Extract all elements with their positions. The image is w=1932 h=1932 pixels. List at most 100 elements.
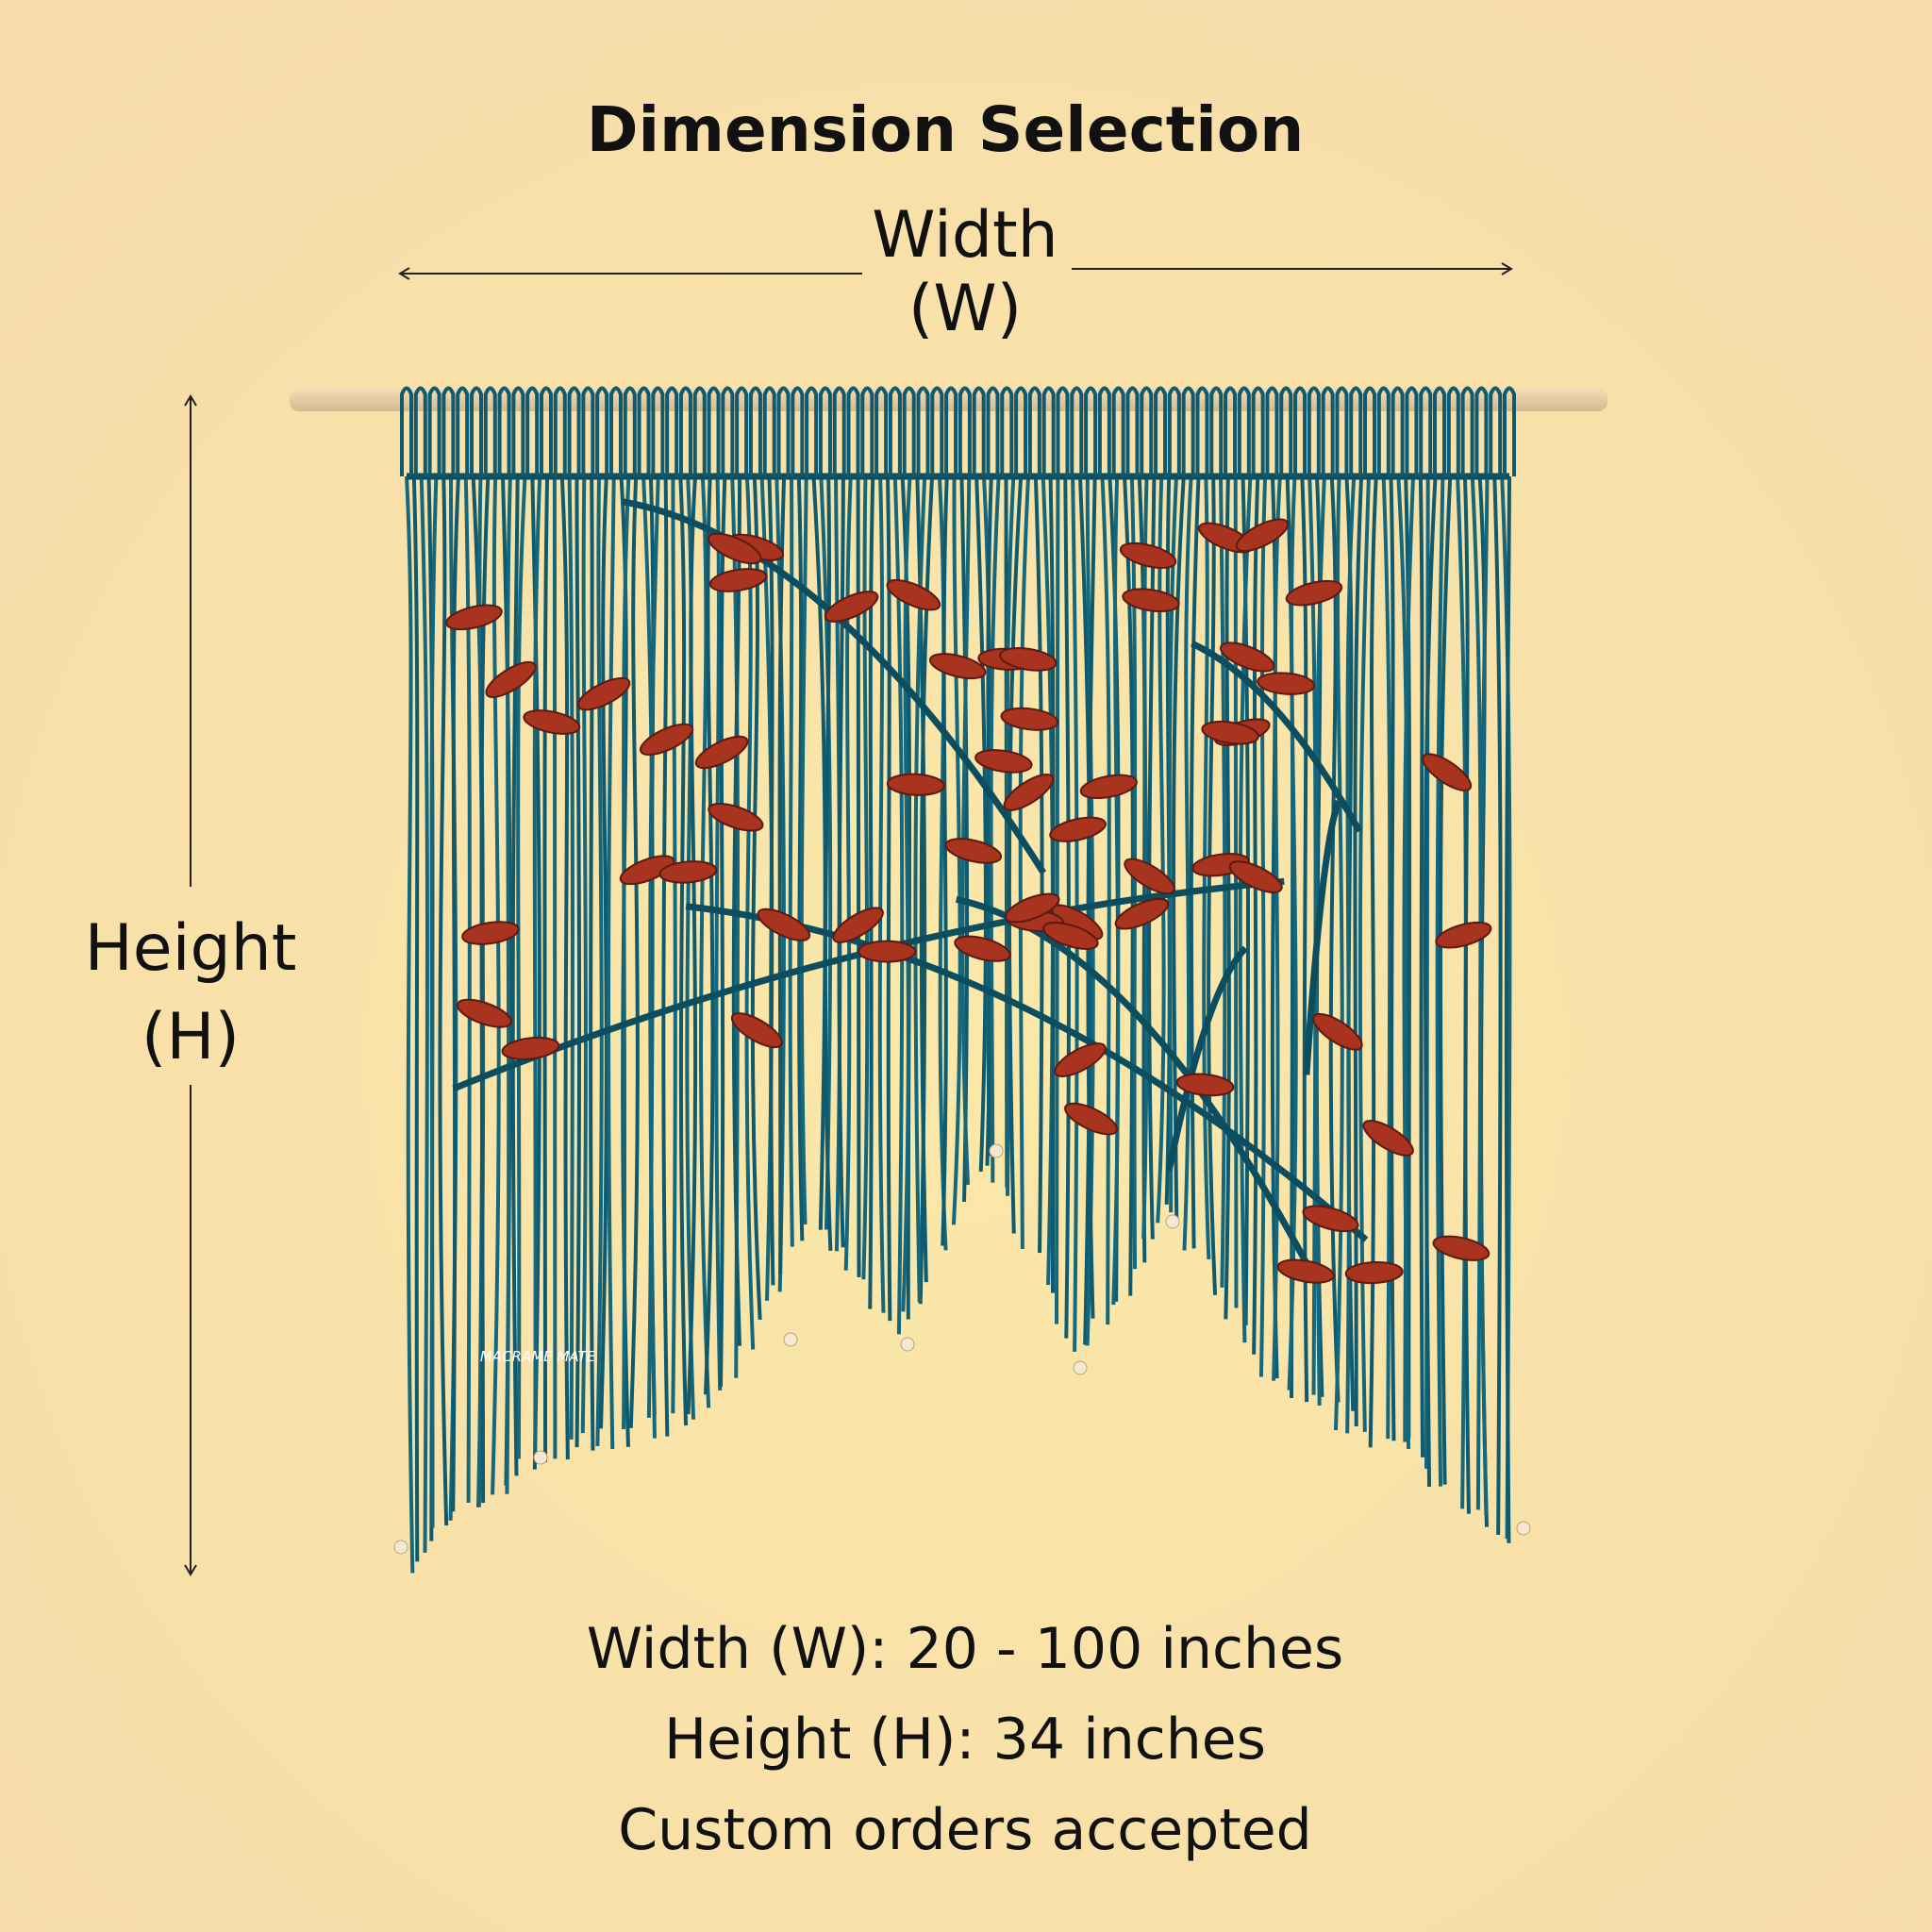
cord [678, 475, 689, 1426]
cord-loop [1237, 386, 1251, 476]
cord [671, 475, 677, 1414]
cord-loop [1503, 386, 1516, 476]
leaf [1235, 518, 1290, 553]
cord-loop [1125, 386, 1140, 476]
cord-loop [1251, 386, 1265, 476]
leaf [1276, 1258, 1335, 1284]
cord-loop [1041, 386, 1056, 476]
cord-loop [1307, 386, 1321, 476]
width-arrow [398, 262, 1513, 280]
cord [1141, 475, 1149, 1239]
cord-loop [1167, 386, 1181, 476]
cord-loop [1321, 386, 1335, 476]
leaf [954, 935, 1011, 962]
cord-loop [930, 386, 944, 476]
cord-loop [1209, 386, 1224, 476]
cord [607, 475, 616, 1450]
cord-loop [1293, 386, 1307, 476]
cord-loop [1335, 386, 1349, 476]
leaf [1302, 1205, 1359, 1233]
cord-loop [413, 386, 427, 476]
cord [1389, 475, 1396, 1441]
cord [575, 475, 582, 1448]
cord [1381, 475, 1392, 1440]
leaf [1312, 1012, 1363, 1051]
cord-loop [748, 386, 762, 476]
leaf [1422, 753, 1473, 791]
leaf [832, 907, 884, 943]
width-label: Width [872, 198, 1058, 273]
cord [479, 475, 491, 1504]
leaf [658, 860, 718, 884]
logo: MACRAME MATE [480, 1348, 596, 1365]
cord [429, 475, 439, 1528]
cord [1345, 475, 1357, 1434]
leaf [619, 855, 675, 886]
cord [1492, 475, 1503, 1536]
vine [1303, 799, 1342, 1075]
cord [686, 475, 698, 1415]
title: Dimension Selection [587, 93, 1304, 166]
width-symbol: (W) [908, 272, 1022, 346]
cord-loop [1391, 386, 1405, 476]
cord-loop [595, 386, 609, 476]
leaf [999, 646, 1058, 672]
bead [783, 1332, 798, 1347]
cord [438, 475, 449, 1526]
cord-loop [791, 386, 805, 476]
cord-loop [1433, 386, 1447, 476]
cord [1123, 475, 1135, 1296]
cord-loop [1489, 386, 1503, 476]
leaf [1049, 816, 1107, 842]
cord [1007, 475, 1024, 1234]
vine [1165, 945, 1248, 1172]
cord [1418, 475, 1425, 1457]
cord-loop [1363, 386, 1377, 476]
leaf [1124, 858, 1175, 895]
cord-loop [623, 386, 637, 476]
cord-loop [707, 386, 721, 476]
cord [837, 475, 845, 1248]
cord [989, 475, 1001, 1183]
cord [505, 475, 512, 1494]
cord-loop [1460, 386, 1474, 476]
cord-loop [511, 386, 525, 476]
cord-loop [1446, 386, 1460, 476]
bead [1073, 1360, 1088, 1375]
cord [580, 475, 588, 1434]
cord [919, 475, 935, 1283]
cord [1219, 475, 1227, 1288]
cord-loop [1474, 386, 1489, 476]
cord [1055, 475, 1060, 1324]
height-symbol: (H) [142, 1000, 240, 1074]
spec-line: Custom orders accepted [618, 1797, 1312, 1863]
cord-loop [735, 386, 749, 476]
bead [1516, 1521, 1531, 1536]
cord [901, 475, 912, 1312]
cord [985, 475, 993, 1166]
cord-loop [776, 386, 791, 476]
cord [622, 475, 631, 1429]
cord-loop [400, 386, 413, 476]
cord [1368, 475, 1378, 1448]
cord [1086, 475, 1097, 1319]
cord-loop [1097, 386, 1111, 476]
leaf [886, 578, 941, 611]
leaf [461, 921, 520, 945]
leaf [1064, 1102, 1119, 1136]
cord [542, 475, 550, 1463]
cord [1462, 475, 1471, 1514]
cord [1167, 475, 1178, 1213]
cord-loop [567, 386, 581, 476]
leaf [1004, 892, 1060, 924]
leaf [1042, 922, 1099, 950]
bead [989, 1143, 1004, 1158]
cord [530, 475, 541, 1470]
cord-loop [1224, 386, 1238, 476]
cord [510, 475, 520, 1476]
cord [703, 475, 715, 1395]
cord [1435, 475, 1445, 1487]
leaf [708, 803, 764, 832]
cord-loop [692, 386, 707, 476]
cord [1033, 475, 1044, 1254]
